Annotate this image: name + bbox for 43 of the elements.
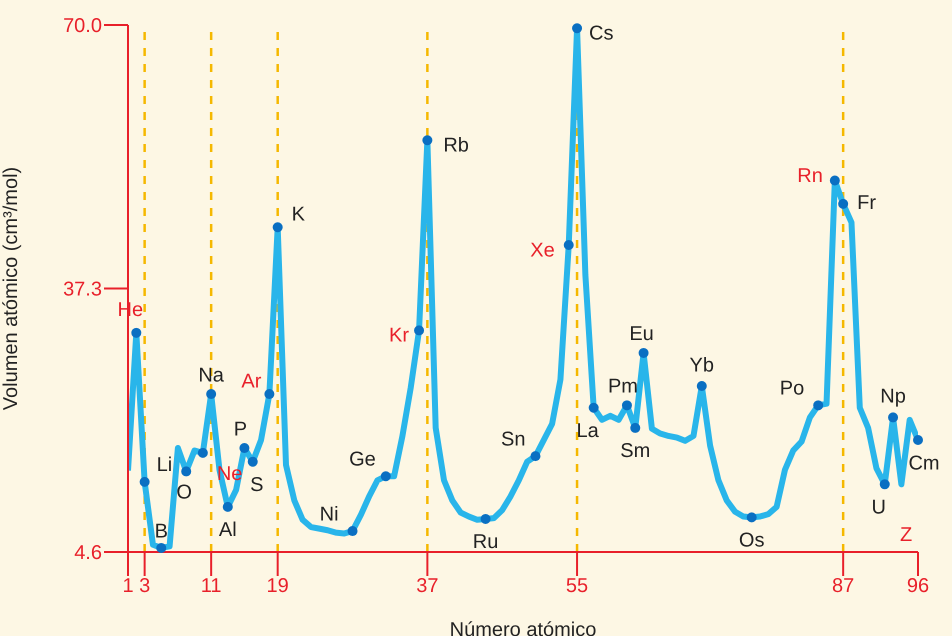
annotation: Eu bbox=[629, 323, 654, 346]
annotation: Kr bbox=[389, 324, 410, 347]
annotation: Po bbox=[780, 378, 804, 400]
annotation: B bbox=[154, 520, 168, 542]
annotation: Rn bbox=[797, 164, 823, 187]
x-tick-label: 87 bbox=[832, 575, 854, 598]
y-tick-label: 4.6 bbox=[74, 542, 102, 564]
y-tick-label: 37.3 bbox=[63, 278, 102, 301]
annotation: Cs bbox=[589, 22, 614, 45]
annotation: Ge bbox=[349, 448, 376, 471]
annotation: U bbox=[872, 496, 886, 519]
y-axis-title: Volumen atómico (cm³/mol) bbox=[0, 166, 22, 410]
annotation: Pm bbox=[608, 376, 638, 398]
annotation: Cm bbox=[908, 452, 940, 474]
annotation: Xe bbox=[530, 239, 555, 262]
annotation: Z bbox=[900, 524, 912, 547]
annotation: Os bbox=[738, 530, 764, 552]
annotation: Ar bbox=[241, 370, 262, 392]
annotation: Sn bbox=[501, 428, 526, 450]
x-tick-label: 19 bbox=[266, 575, 289, 598]
annotation: Yb bbox=[690, 354, 714, 376]
annotation: Na bbox=[198, 364, 225, 386]
annotation: Sm bbox=[620, 440, 650, 462]
annotation: O bbox=[176, 482, 192, 504]
x-tick-label: 1 bbox=[122, 575, 134, 598]
x-tick-label: 55 bbox=[566, 575, 588, 598]
annotation: Fr bbox=[857, 192, 876, 214]
annotation: P bbox=[234, 418, 248, 440]
annotation: Ni bbox=[320, 503, 339, 526]
x-axis-title: Número atómico bbox=[450, 619, 596, 636]
annotation: S bbox=[250, 474, 264, 496]
annotation: K bbox=[292, 204, 306, 226]
annotation: Ru bbox=[472, 531, 498, 554]
x-tick-label: 3 bbox=[139, 575, 150, 598]
annotation: Al bbox=[218, 519, 237, 542]
annotation: Rb bbox=[443, 134, 469, 157]
x-tick-label: 96 bbox=[906, 575, 930, 598]
y-tick-label: 70.0 bbox=[63, 15, 102, 38]
x-tick-label: 37 bbox=[416, 575, 438, 598]
annotation: Np bbox=[880, 386, 906, 408]
annotation: Li bbox=[156, 454, 172, 476]
x-tick-label: 11 bbox=[200, 575, 222, 598]
annotation: La bbox=[576, 420, 600, 442]
